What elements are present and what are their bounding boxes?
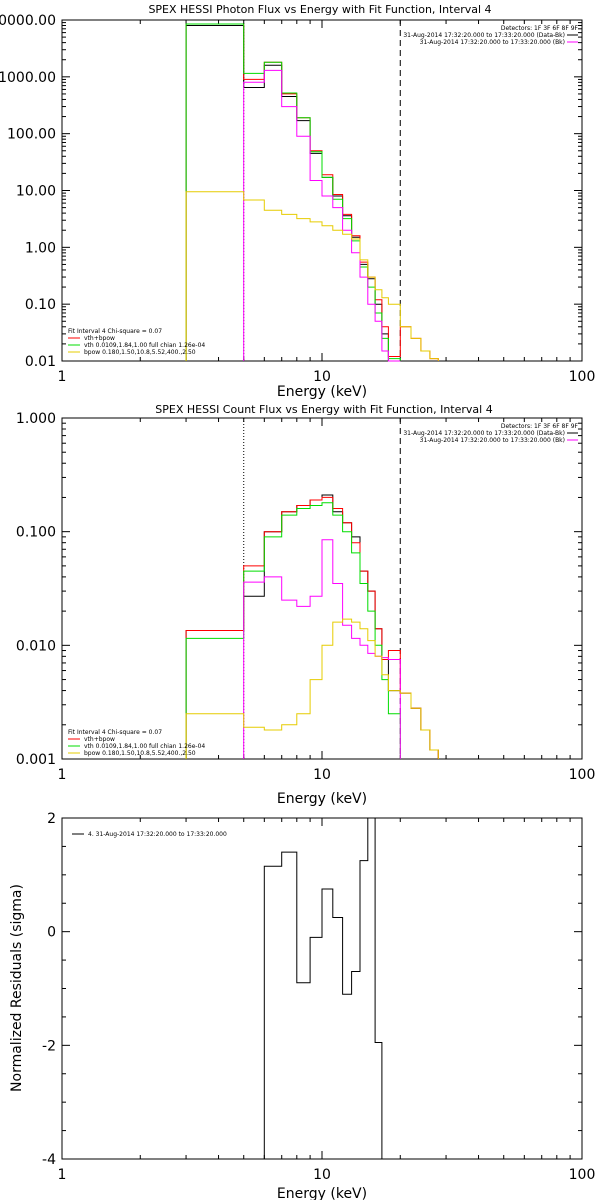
- count-flux-header-detectors: Detectors: 1F 3F 6F 8F 9F: [501, 423, 579, 430]
- photon-flux-y-tick-label: 0.01: [25, 354, 56, 370]
- photon-flux-header-detectors: Detectors: 1F 3F 6F 8F 9F: [501, 25, 579, 32]
- residuals-content: 1 10 100 -4 -2 0 2: [42, 811, 595, 1183]
- count-flux-x-tick-label: 100: [569, 767, 596, 783]
- photon-flux-series-bpow: [185, 191, 439, 361]
- count-flux-content: 1 10 100 0.001 0.010 0.100 1.000: [16, 411, 595, 783]
- count-flux-y-tick-label: 0.010: [16, 638, 56, 654]
- residuals-series-data: [243, 817, 401, 1160]
- residuals-panel: 1 10 100 -4 -2 0 2 4. 31-Aug-2014 17:32:20.000…: [9, 811, 595, 1200]
- photon-flux-legend-item-total: vth+bpow: [84, 335, 115, 342]
- count-flux-xlabel: Energy (keV): [277, 791, 367, 807]
- residuals-x-tick-label: 100: [569, 1167, 596, 1183]
- count-flux-series-vth: [185, 502, 401, 759]
- count-flux-legend-item-vth: vth 0.0109,1.84,1.00 full chian 1.26e-04: [84, 743, 205, 750]
- photon-flux-series-bk: [243, 69, 401, 362]
- photon-flux-y-tick-label: 0000.00: [0, 13, 56, 29]
- residuals-ylabel: Normalized Residuals (sigma): [9, 884, 25, 1092]
- photon-flux-content: 1 10 100 0.01 0.10 1.00 10.00 100.00 1000.00 0000…: [0, 13, 595, 385]
- residuals-legend-item: 4. 31-Aug-2014 17:32:20.000 to 17:33:20.…: [88, 831, 227, 838]
- residuals-x-tick-label: 10: [313, 1167, 331, 1183]
- photon-flux-header-line2: 31-Aug-2014 17:32:20.000 to 17:33:20.000…: [420, 39, 565, 46]
- count-flux-x-tick-label: 10: [313, 767, 331, 783]
- photon-flux-header-line1: 31-Aug-2014 17:32:20.000 to 17:33:20.000…: [403, 32, 565, 39]
- residuals-y-tick-label: -4: [42, 1152, 56, 1168]
- count-flux-header-line1: 31-Aug-2014 17:32:20.000 to 17:33:20.000…: [403, 430, 565, 437]
- count-flux-legend-item-bpow: bpow 0.180,1.50,10.8,5.52,400.,2.50: [84, 750, 196, 757]
- photon-flux-series-data: [185, 25, 401, 362]
- photon-flux-x-tick-label: 100: [569, 369, 596, 385]
- residuals-x-tick-label: 1: [58, 1167, 67, 1183]
- photon-flux-y-tick-label: 100.00: [7, 127, 56, 143]
- count-flux-x-tick-label: 1: [58, 767, 67, 783]
- residuals-y-tick-label: 0: [47, 925, 56, 941]
- photon-flux-x-tick-label: 1: [58, 369, 67, 385]
- photon-flux-title: SPEX HESSI Photon Flux vs Energy with Fi…: [148, 3, 491, 16]
- residuals-plot-frame: [61, 817, 583, 1160]
- residuals-y-tick-label: -2: [42, 1038, 56, 1054]
- photon-flux-x-tick-label: 10: [313, 369, 331, 385]
- residuals-xlabel: Energy (keV): [277, 1186, 367, 1200]
- count-flux-y-tick-label: 0.100: [16, 525, 56, 541]
- photon-flux-y-tick-label: 1000.00: [0, 70, 56, 86]
- photon-flux-legend-item-vth: vth 0.0109,1.84,1.00 full chian 1.26e-04: [84, 342, 205, 349]
- photon-flux-series-vth: [185, 23, 401, 361]
- count-flux-legend-title: Fit Interval 4 Chi-square = 0.07: [68, 729, 162, 736]
- count-flux-series-bpow: [185, 618, 439, 759]
- photon-flux-xlabel: Energy (keV): [277, 384, 367, 400]
- count-flux-legend-item-total: vth+bpow: [84, 736, 115, 743]
- count-flux-y-tick-label: 1.000: [16, 411, 56, 427]
- photon-flux-legend-item-bpow: bpow 0.180,1.50,10.8,5.52,400.,2.50: [84, 349, 196, 356]
- count-flux-y-tick-label: 0.001: [16, 752, 56, 768]
- photon-flux-legend-title: Fit Interval 4 Chi-square = 0.07: [68, 328, 162, 335]
- photon-flux-y-tick-label: 1.00: [25, 240, 56, 256]
- residuals-y-tick-label: 2: [47, 811, 56, 827]
- photon-flux-y-tick-label: 10.00: [16, 184, 56, 200]
- photon-flux-panel: SPEX HESSI Photon Flux vs Energy with Fi…: [0, 3, 595, 400]
- count-flux-panel: SPEX HESSI Count Flux vs Energy with Fit…: [16, 403, 595, 807]
- count-flux-title: SPEX HESSI Count Flux vs Energy with Fit…: [155, 403, 492, 416]
- count-flux-header-line2: 31-Aug-2014 17:32:20.000 to 17:33:20.000…: [420, 437, 565, 444]
- photon-flux-y-tick-label: 0.10: [25, 297, 56, 313]
